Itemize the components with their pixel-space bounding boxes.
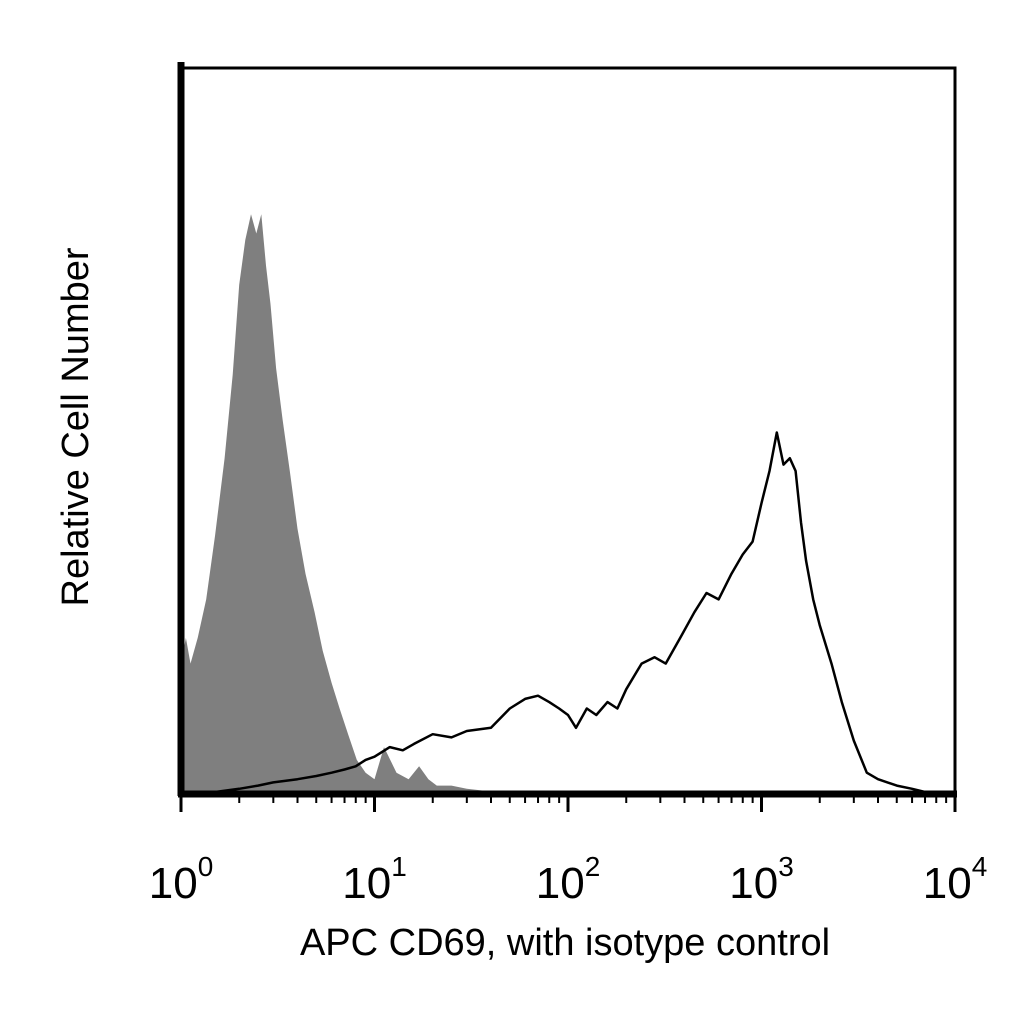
x-tick-label: 103	[729, 851, 794, 908]
isotype-histogram	[181, 214, 501, 792]
series-layer	[181, 214, 955, 794]
tick-layer: 100 101 102 103 104	[149, 794, 988, 908]
x-axis-label: APC CD69, with isotype control	[300, 922, 830, 964]
x-tick-label: 100	[149, 851, 214, 908]
y-axis-label: Relative Cell Number	[55, 247, 97, 606]
x-tick-label: 101	[342, 851, 407, 908]
x-tick-label: 102	[536, 851, 601, 908]
x-tick-label: 104	[923, 851, 988, 908]
cd69-histogram	[181, 431, 955, 794]
